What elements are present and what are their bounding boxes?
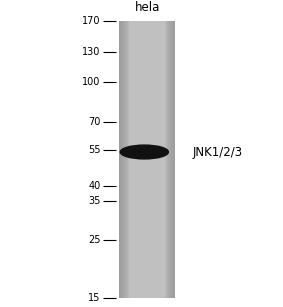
Bar (119, 21, 121, 298)
Text: 35: 35 (88, 196, 100, 206)
Bar (170, 21, 175, 298)
Text: 70: 70 (88, 118, 100, 127)
Bar (119, 21, 126, 298)
Bar (165, 21, 175, 298)
Bar (119, 21, 125, 298)
Bar (119, 21, 128, 298)
Text: 40: 40 (88, 181, 100, 191)
Bar (172, 21, 175, 298)
Bar (119, 21, 128, 298)
Text: JNK1/2/3: JNK1/2/3 (192, 146, 243, 158)
Bar (119, 21, 121, 298)
Text: 15: 15 (88, 293, 100, 303)
Bar (119, 21, 120, 298)
Text: 55: 55 (88, 145, 100, 155)
Ellipse shape (120, 145, 168, 159)
Bar (173, 21, 175, 298)
Bar (119, 21, 123, 298)
Bar (169, 21, 175, 298)
Bar (166, 21, 175, 298)
Bar (171, 21, 175, 298)
Bar (119, 21, 124, 298)
Bar (173, 21, 175, 298)
Text: 170: 170 (82, 17, 100, 26)
Bar (170, 21, 175, 298)
Bar (119, 21, 123, 298)
Bar (119, 21, 128, 298)
Bar (119, 21, 127, 298)
Bar (172, 21, 175, 298)
Text: hela: hela (134, 1, 160, 14)
Bar (168, 21, 175, 298)
Bar (174, 21, 175, 298)
Text: 130: 130 (82, 47, 100, 57)
Bar (174, 21, 175, 298)
Text: 100: 100 (82, 77, 100, 87)
Bar (119, 21, 122, 298)
Bar (168, 21, 175, 298)
Text: 25: 25 (88, 235, 100, 245)
Bar (167, 21, 175, 298)
Bar (171, 21, 175, 298)
Bar (119, 21, 175, 298)
Bar (119, 21, 123, 298)
Bar (119, 21, 125, 298)
Bar (119, 21, 125, 298)
Bar (166, 21, 175, 298)
Bar (167, 21, 175, 298)
Bar (119, 21, 120, 298)
Bar (119, 21, 129, 298)
Bar (119, 21, 127, 298)
Bar (169, 21, 175, 298)
